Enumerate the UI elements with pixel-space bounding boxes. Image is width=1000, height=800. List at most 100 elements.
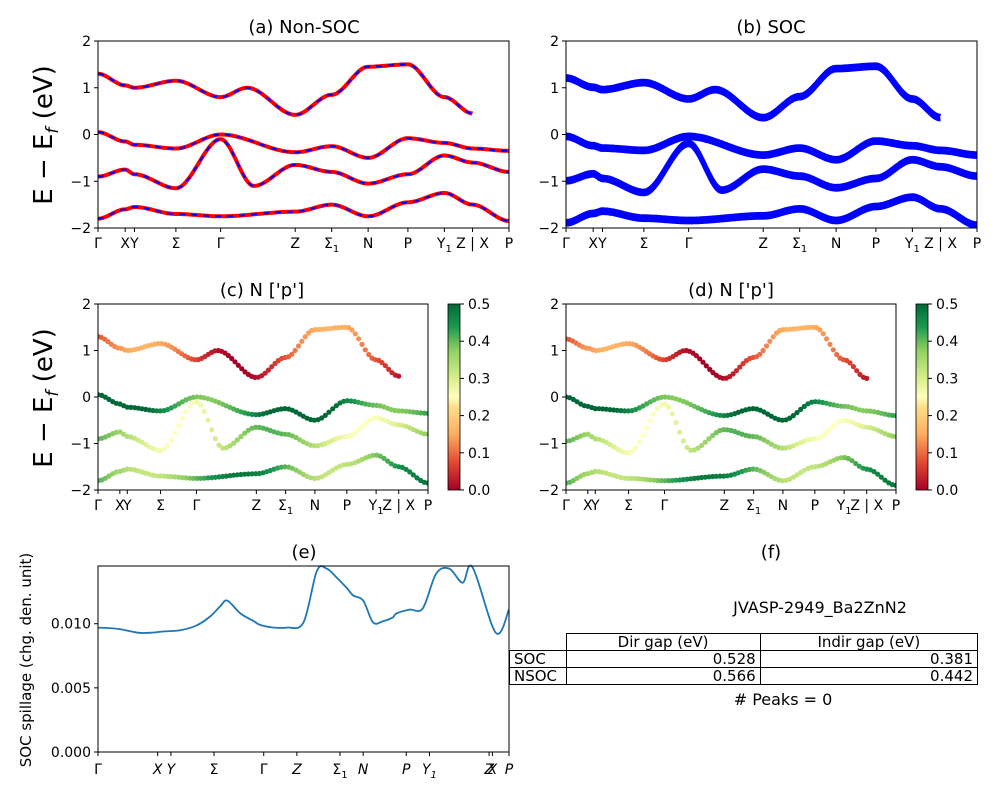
gap-table-row: NSOC 0.566 0.442 <box>509 667 979 685</box>
projection-point <box>706 436 712 442</box>
projection-point <box>812 399 818 405</box>
projection-point <box>760 347 766 354</box>
gap-table-row-label: SOC <box>509 650 567 668</box>
x-tick-label: Y1 <box>368 498 384 517</box>
gap-table-cell-dir: 0.528 <box>565 650 761 668</box>
projection-point <box>693 353 699 359</box>
projection-point <box>699 442 705 449</box>
projection-point <box>838 455 844 461</box>
panel-d-frame <box>565 303 897 491</box>
projection-point <box>234 437 240 443</box>
projection-point <box>190 475 196 481</box>
soc-band-line <box>566 193 977 226</box>
y-tick-label: −1 <box>70 437 91 453</box>
nonsoc-band-dash <box>98 138 509 190</box>
projection-point <box>330 406 336 412</box>
projection-point <box>853 460 859 467</box>
projection-point <box>820 331 826 337</box>
projection-point <box>295 343 302 349</box>
y-tick-label: −2 <box>70 483 91 499</box>
projection-point <box>399 408 405 414</box>
projection-point <box>205 417 211 423</box>
projection-point <box>229 355 235 362</box>
projection-point <box>849 458 855 464</box>
projection-point <box>647 418 653 424</box>
x-tick-label: Z | X <box>382 498 415 514</box>
y-tick-label: −1 <box>538 437 559 453</box>
x-tick-subscript: 1 <box>913 244 919 255</box>
y-tick-label: 0.000 <box>51 745 91 761</box>
projection-point <box>403 466 409 472</box>
x-tick-label: X <box>120 236 130 252</box>
projection-point <box>622 408 628 414</box>
nonsoc-band-dash <box>98 63 473 116</box>
projection-point <box>633 445 639 451</box>
projection-point <box>194 475 200 481</box>
x-tick-label: Γ <box>94 236 102 252</box>
projection-point <box>850 364 857 370</box>
x-tick-label: Γ <box>94 762 102 778</box>
projection-point <box>673 477 679 483</box>
x-tick-label: N <box>363 236 373 252</box>
x-tick-label: P <box>872 236 880 252</box>
y-tick-label: −2 <box>538 221 559 237</box>
projection-point <box>684 444 690 451</box>
projection-point <box>757 351 763 357</box>
projection-point <box>823 429 829 436</box>
colorbar-tick-label: 0.5 <box>468 297 490 313</box>
y-tick-label: 0 <box>550 128 559 144</box>
title-e: (e) <box>291 542 316 563</box>
projection-point <box>592 468 598 474</box>
nonsoc-band-line <box>98 62 474 117</box>
projection-point <box>234 472 240 478</box>
projection-point <box>878 474 884 480</box>
projection-point <box>425 431 428 437</box>
x-tick-label: Z <box>758 236 768 252</box>
projection-point <box>834 351 840 358</box>
projection-point <box>352 430 358 436</box>
x-tick-label: Γ <box>260 762 268 778</box>
x-tick-subscript: 1 <box>801 244 807 255</box>
projection-point <box>790 413 796 419</box>
projection-point <box>172 430 178 436</box>
colorbar-tick-label: 0.4 <box>468 334 490 350</box>
projection-point <box>161 473 167 479</box>
projection-point <box>326 470 332 476</box>
x-tick-label: Z | X <box>850 498 883 514</box>
projection-point <box>363 420 369 426</box>
y-tick-label: 1 <box>82 81 91 97</box>
projection-point <box>265 367 271 373</box>
projection-point <box>770 334 776 340</box>
panel-a-frame <box>97 40 510 229</box>
y-tick-label: 0.010 <box>51 617 91 633</box>
projection-point <box>209 427 215 433</box>
x-tick-label: Y <box>590 498 600 514</box>
x-tick-subscript: 1 <box>445 244 451 255</box>
x-tick-label: Σ <box>639 236 648 252</box>
projection-point <box>212 436 218 442</box>
projection-point <box>662 478 668 484</box>
projection-point <box>636 439 642 445</box>
projection-point <box>348 432 354 439</box>
gap-table-cell-dir: 0.566 <box>565 667 761 685</box>
projection-point <box>713 473 719 479</box>
x-tick-label: Γ <box>562 236 570 252</box>
colorbar-tick-label: 0.2 <box>936 409 958 425</box>
projection-point <box>827 426 833 432</box>
ylabel-mid: E − Ef (eV) <box>29 328 63 468</box>
projection-point <box>349 327 355 333</box>
nonsoc-band-dash <box>98 191 509 222</box>
projection-point <box>680 438 686 444</box>
projection-point <box>322 472 328 478</box>
soc-band-line <box>566 196 977 228</box>
projection-point <box>179 475 185 481</box>
projection-point <box>168 437 174 443</box>
gap-table-row: SOC 0.528 0.381 <box>509 650 979 668</box>
projection-point <box>824 336 830 342</box>
projection-point <box>333 403 339 409</box>
projection-point <box>893 433 896 440</box>
gap-table-cell-indir: 0.381 <box>759 650 979 668</box>
